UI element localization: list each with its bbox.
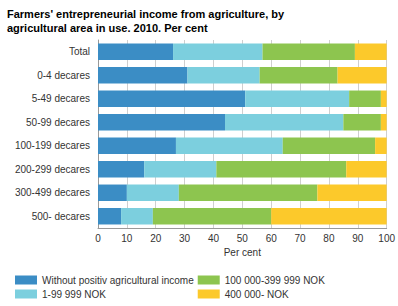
svg-text:40: 40: [208, 233, 220, 244]
svg-text:60: 60: [266, 233, 278, 244]
svg-text:1-99 999 NOK: 1-99 999 NOK: [42, 289, 106, 300]
svg-text:Farmers' entrepreneurial incom: Farmers' entrepreneurial income from agr…: [7, 8, 287, 20]
svg-text:100 000-399 999 NOK: 100 000-399 999 NOK: [225, 275, 325, 286]
svg-text:Per cent: Per cent: [224, 247, 261, 258]
svg-text:Without positiv agricultural i: Without positiv agricultural income: [42, 275, 194, 286]
svg-text:100: 100: [378, 233, 395, 244]
svg-text:Total: Total: [69, 46, 90, 57]
svg-text:300-499 decares: 300-499 decares: [15, 187, 90, 198]
svg-text:200-299 decares: 200-299 decares: [15, 164, 90, 175]
svg-text:400 000- NOK: 400 000- NOK: [225, 289, 289, 300]
svg-text:10: 10: [121, 233, 133, 244]
svg-text:100-199 decares: 100-199 decares: [15, 140, 90, 151]
svg-text:30: 30: [179, 233, 191, 244]
svg-text:90: 90: [352, 233, 364, 244]
svg-text:50-99 decares: 50-99 decares: [26, 117, 90, 128]
svg-text:5-49 decares: 5-49 decares: [32, 93, 90, 104]
svg-text:80: 80: [323, 233, 335, 244]
svg-text:20: 20: [150, 233, 162, 244]
svg-text:50: 50: [237, 233, 249, 244]
svg-text:agricultural area in use. 2010: agricultural area in use. 2010. Per cent: [7, 22, 208, 34]
svg-text:70: 70: [294, 233, 306, 244]
svg-text:500- decares: 500- decares: [32, 211, 90, 222]
svg-text:0: 0: [95, 233, 101, 244]
svg-text:0-4 decares: 0-4 decares: [37, 70, 90, 81]
